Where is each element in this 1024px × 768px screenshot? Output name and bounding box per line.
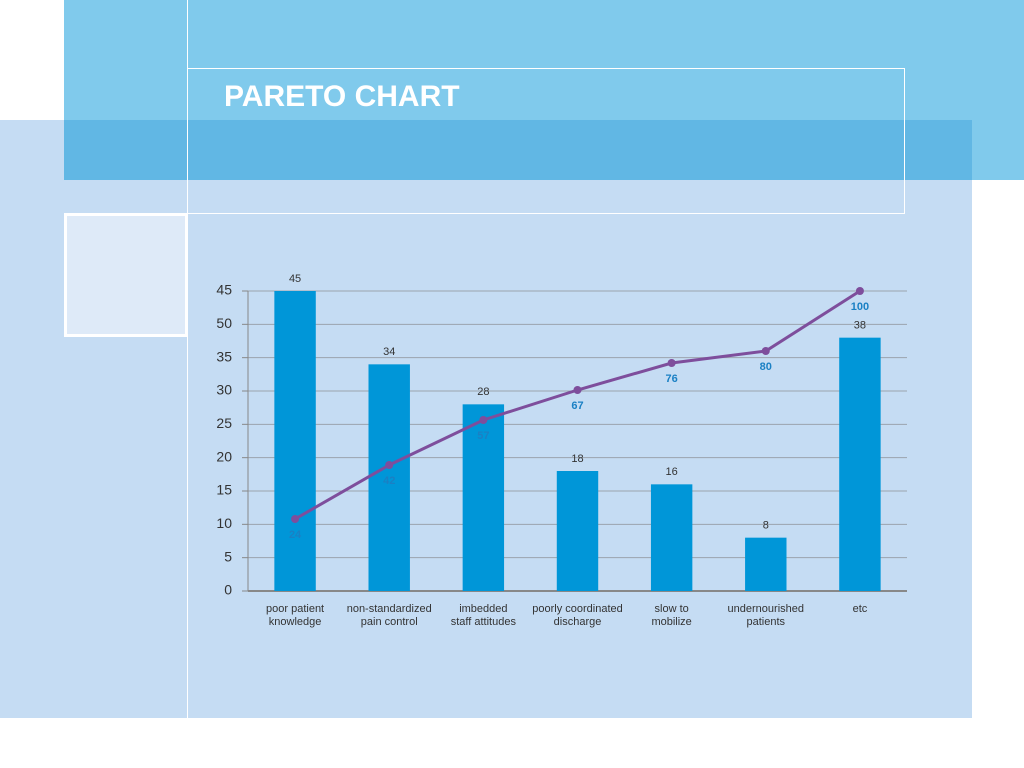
bar-value-label: 16 [666, 466, 678, 478]
line-value-label: 24 [289, 529, 302, 541]
y-tick-label: 5 [224, 548, 232, 564]
bar [650, 484, 693, 591]
bar-value-label: 8 [763, 520, 769, 532]
line-point [761, 347, 770, 355]
x-tick-label: imbedded staff attitudes [451, 603, 517, 628]
line-value-label: 100 [851, 301, 869, 313]
line-point [667, 359, 676, 367]
bar-value-label: 34 [383, 346, 395, 358]
bar [462, 404, 505, 591]
bar [556, 471, 599, 591]
x-tick-label: slow to mobilize [651, 603, 691, 628]
y-tick-label: 10 [216, 515, 232, 531]
y-tick-label: 50 [216, 315, 232, 331]
bar-value-label: 38 [854, 320, 866, 332]
x-tick-label: non-standardized pain control [347, 603, 432, 628]
overlap-band [64, 120, 972, 180]
bar [368, 364, 410, 591]
bar [745, 537, 787, 591]
line-point [479, 416, 488, 424]
y-tick-label: 30 [216, 382, 232, 398]
y-tick-label: 35 [216, 348, 232, 364]
line-value-label: 67 [571, 400, 583, 412]
x-tick-label: undernourished patients [728, 603, 804, 628]
x-tick-label: etc [853, 603, 868, 615]
line-value-label: 76 [666, 373, 678, 385]
y-tick-label: 20 [216, 448, 232, 464]
x-tick-label: poorly coordinated discharge [532, 603, 623, 628]
x-tick-label: poor patient knowledge [266, 603, 324, 628]
line-value-label: 42 [383, 475, 395, 487]
line-point [855, 287, 864, 295]
line-value-label: 80 [760, 361, 772, 373]
y-tick-label: 15 [216, 482, 232, 498]
y-tick-label: 25 [216, 415, 232, 431]
decor-square [64, 213, 188, 337]
line-point [385, 461, 394, 469]
chart-title: PARETO CHART [224, 80, 460, 113]
y-tick-label: 0 [224, 582, 232, 598]
bar-value-label: 28 [477, 386, 489, 398]
line-point [291, 515, 300, 523]
bar [274, 291, 316, 591]
line-value-label: 57 [477, 430, 489, 442]
title-frame [187, 68, 905, 214]
line-point [573, 386, 582, 394]
bar-value-label: 18 [571, 453, 583, 465]
bar-value-label: 45 [289, 273, 301, 285]
bar [839, 337, 881, 591]
y-tick-label: 45 [216, 282, 232, 298]
